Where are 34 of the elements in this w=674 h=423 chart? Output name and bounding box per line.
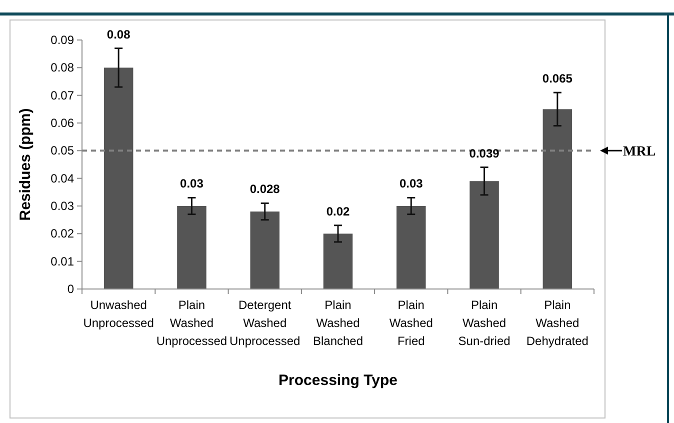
x-axis-title: Processing Type — [278, 372, 398, 389]
x-tick-label: Plain Washed Unprocessed — [156, 298, 228, 348]
y-tick-label: 0.08 — [50, 60, 74, 75]
data-label: 0.03 — [180, 176, 204, 191]
bar — [250, 212, 280, 289]
bar — [104, 68, 134, 289]
data-label: 0.065 — [542, 72, 573, 86]
data-label: 0.039 — [469, 146, 500, 160]
y-tick-label: 0.03 — [50, 199, 74, 213]
data-label: 0.08 — [106, 27, 131, 42]
data-label: 0.028 — [250, 182, 280, 196]
bar — [396, 206, 426, 289]
bar — [323, 234, 353, 289]
x-tick-label: Plain Washed Sun-dried — [458, 298, 510, 348]
y-tick-label: 0.09 — [50, 33, 74, 47]
x-tick-label: Plain Washed Blanched — [312, 298, 364, 348]
y-tick-label: 0.07 — [50, 88, 74, 102]
y-tick-label: 0.06 — [50, 116, 74, 130]
data-label: 0.02 — [326, 204, 350, 218]
bar — [177, 206, 206, 289]
y-tick-label: 0.04 — [50, 171, 74, 186]
y-tick-label: 0.02 — [50, 226, 74, 241]
ref-line-label: MRL — [623, 144, 656, 160]
x-tick-label: Unwashed Unprocessed — [83, 298, 154, 330]
x-tick-label: Plain Washed Fried — [389, 298, 433, 348]
y-tick-label: 0.05 — [50, 144, 74, 158]
bar — [470, 181, 499, 289]
y-tick-label: 0 — [67, 282, 74, 296]
data-label: 0.03 — [399, 176, 424, 191]
x-tick-label: Detergent Washed Unprocessed — [230, 298, 300, 348]
x-tick-label: Plain Washed Dehydrated — [526, 298, 588, 348]
y-tick-label: 0.01 — [50, 254, 74, 268]
y-axis-title: Residues (ppm) — [17, 108, 34, 221]
bar — [542, 109, 572, 289]
